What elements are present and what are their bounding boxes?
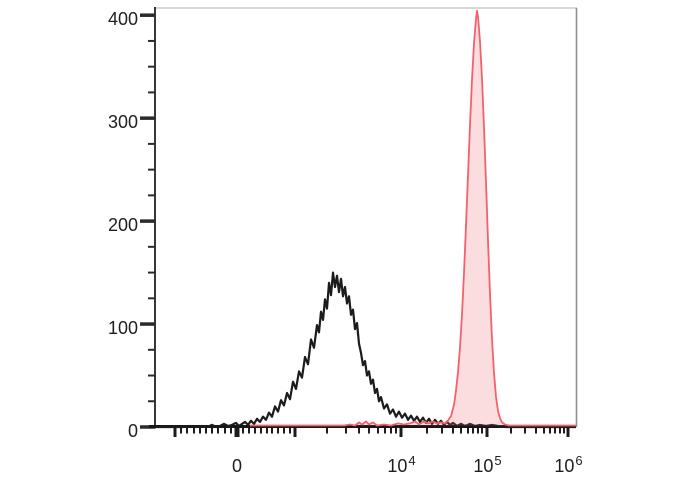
y-axis-ticks [140,13,155,429]
red-filled-histogram-curve [250,9,576,427]
black-open-histogram-curve [155,271,576,429]
x-axis-ticks [173,428,570,437]
plot-frame [154,7,578,429]
